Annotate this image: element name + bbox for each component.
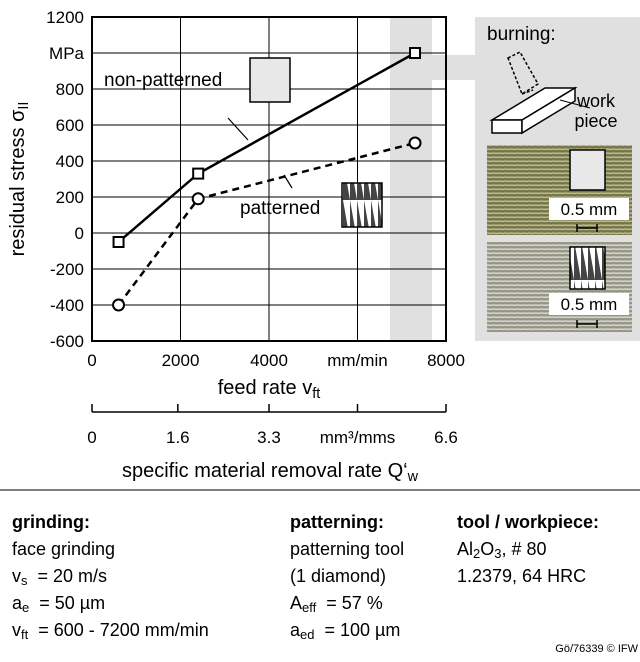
- icon-hatched: [569, 246, 606, 290]
- highlight-band: [390, 17, 432, 341]
- subscript: ft: [21, 627, 29, 642]
- text-part: = 100 µm: [314, 620, 400, 640]
- x-tick-label: 2000: [162, 351, 200, 370]
- subscript: II: [16, 102, 32, 110]
- x-tick-label: mm/min: [327, 351, 387, 370]
- note-title: tool / workpiece:: [457, 512, 599, 532]
- photo-non-patterned: [487, 145, 632, 235]
- x2-axis-label: specific material removal rate Q‘w: [122, 460, 419, 485]
- subscript: ed: [300, 627, 314, 642]
- y-tick-label: MPa: [49, 44, 85, 63]
- note-line: vs = 20 m/s: [12, 566, 107, 588]
- subscript: ft: [312, 386, 320, 402]
- text-part: a: [12, 593, 23, 613]
- marker: [112, 298, 126, 312]
- text-part: = 20 m/s: [27, 566, 107, 586]
- note-line: ae = 50 µm: [12, 593, 105, 615]
- scale-box: [549, 198, 629, 220]
- y-axis-label: residual stress σII: [7, 102, 32, 257]
- scale-box: [549, 293, 629, 315]
- subscript: e: [22, 600, 29, 615]
- x2-tick-label: 1.6: [166, 428, 190, 447]
- marker: [191, 192, 205, 206]
- scale-bar: [576, 224, 598, 232]
- note-line: 1.2379, 64 HRC: [457, 566, 586, 586]
- y-tick-label: 1200: [46, 8, 84, 27]
- x-tick-label: 8000: [427, 351, 465, 370]
- y-tick-label: 200: [56, 188, 84, 207]
- panel-title: burning:: [487, 24, 556, 45]
- x-axis-label: feed rate vft: [218, 377, 321, 402]
- photo-patterned: [487, 242, 632, 332]
- text-part: O: [480, 539, 494, 559]
- icon-hatched: [341, 182, 383, 228]
- note-line: vft = 600 - 7200 mm/min: [12, 620, 209, 642]
- text-part: face grinding: [12, 539, 115, 559]
- text-part: = 600 - 7200 mm/min: [28, 620, 209, 640]
- x2-tick-label: mm³/mms: [320, 428, 396, 447]
- note-line: patterning tool: [290, 539, 404, 559]
- workpiece-sketch: [489, 51, 591, 135]
- text-part: a: [290, 620, 301, 640]
- scale-label: 0.5 mm: [561, 295, 618, 314]
- text-part: (1 diamond): [290, 566, 386, 586]
- y-tick-label: 400: [56, 152, 84, 171]
- text-part: patterning tool: [290, 539, 404, 559]
- marker: [409, 47, 422, 59]
- scale-label: 0.5 mm: [561, 200, 618, 219]
- connector: [432, 55, 475, 80]
- note-title: patterning:: [290, 512, 384, 532]
- text-part: A: [290, 593, 302, 613]
- note-title: grinding:: [12, 512, 90, 532]
- x2-tick-label: 0: [87, 428, 96, 447]
- note-line: Al2O3, # 80: [457, 539, 547, 561]
- series-label: patterned: [240, 198, 320, 219]
- icon-square: [569, 149, 606, 191]
- text-part: = 50 µm: [29, 593, 105, 613]
- x2-tick-label: 6.6: [434, 428, 458, 447]
- subscript: w: [407, 469, 419, 485]
- text-part: , # 80: [501, 539, 546, 559]
- text-part: Al: [457, 539, 473, 559]
- y-tick-label: -600: [50, 332, 84, 351]
- subscript: s: [21, 573, 28, 588]
- x-tick-label: 0: [87, 351, 96, 370]
- workpiece-label: work: [576, 91, 616, 111]
- leader: [227, 117, 249, 141]
- y-tick-label: 0: [75, 224, 84, 243]
- text-part: v: [12, 566, 21, 586]
- marker: [112, 236, 125, 248]
- y-tick-label: -400: [50, 296, 84, 315]
- text-part: specific material removal rate Q‘: [122, 460, 408, 482]
- subscript: 3: [494, 546, 501, 561]
- note-line: Aeff = 57 %: [290, 593, 383, 615]
- note-line: aed = 100 µm: [290, 620, 400, 642]
- y-tick-label: 600: [56, 116, 84, 135]
- subscript: eff: [302, 600, 317, 615]
- subscript: 2: [473, 546, 480, 561]
- plot-frame: [91, 16, 447, 342]
- text-part: feed rate v: [218, 377, 313, 399]
- marker: [408, 136, 422, 150]
- text-part: residual stress σ: [7, 109, 29, 256]
- marker: [192, 167, 205, 180]
- icon-square: [249, 57, 291, 103]
- x-tick-label: 4000: [250, 351, 288, 370]
- text-part: 1.2379, 64 HRC: [457, 566, 586, 586]
- text-part: v: [12, 620, 21, 640]
- footer: Gö/76339 © IFW: [555, 643, 638, 655]
- note-line: (1 diamond): [290, 566, 386, 586]
- workpiece-label: piece: [574, 111, 617, 131]
- text-part: = 57 %: [316, 593, 383, 613]
- y-tick-label: -200: [50, 260, 84, 279]
- x2-tick-label: 3.3: [257, 428, 281, 447]
- series-label: non-patterned: [104, 70, 222, 91]
- y-tick-label: 800: [56, 80, 84, 99]
- note-line: face grinding: [12, 539, 115, 559]
- scale-bar: [576, 320, 598, 328]
